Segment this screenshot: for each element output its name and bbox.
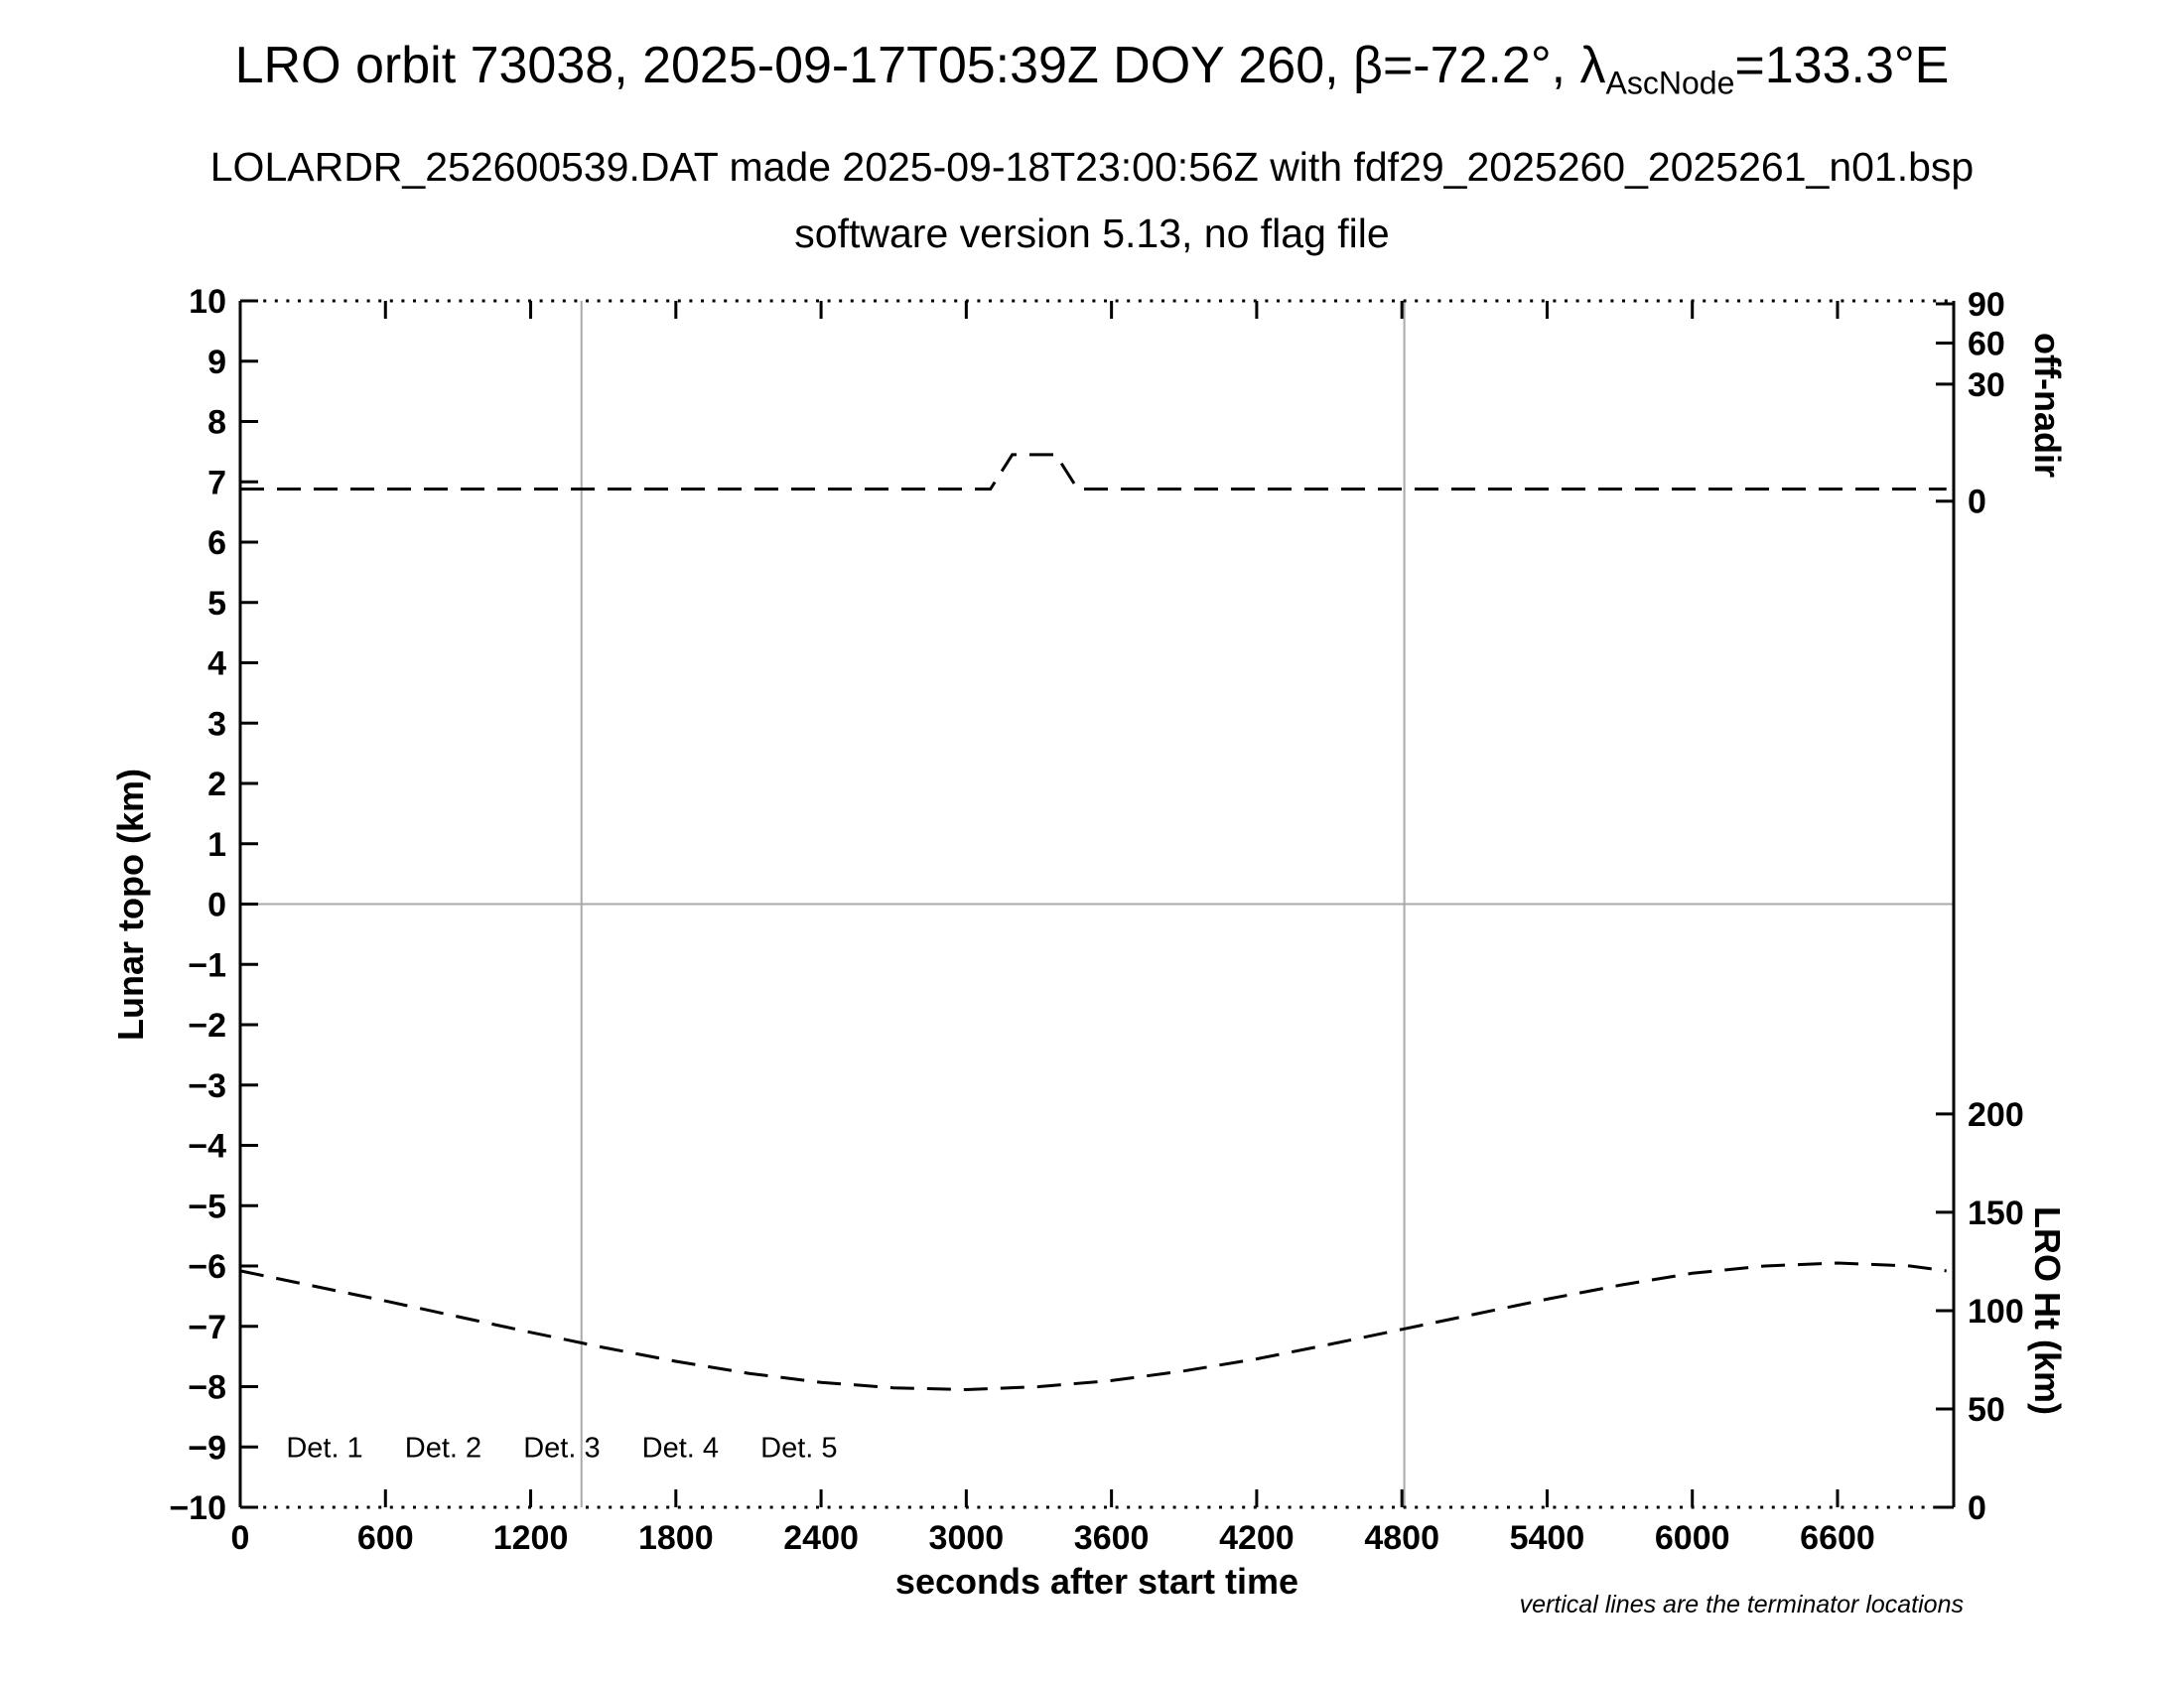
y-left-tick-label: −4 bbox=[188, 1128, 226, 1166]
legend-entry: Det. 1 bbox=[286, 1432, 362, 1464]
legend-entry: Det. 2 bbox=[405, 1432, 481, 1464]
title-subscript: AscNode bbox=[1605, 65, 1735, 101]
title-suffix: =133.3°E bbox=[1734, 37, 1950, 94]
legend-entry: Det. 3 bbox=[523, 1432, 600, 1464]
legend-entry: Det. 4 bbox=[642, 1432, 719, 1464]
series-curve-0 bbox=[240, 453, 1947, 491]
y-left-tick-label: −9 bbox=[188, 1429, 226, 1467]
x-tick-label: 2400 bbox=[783, 1519, 859, 1557]
y-right-tick-label: 0 bbox=[1968, 1489, 1986, 1527]
y-right-tick-label: 60 bbox=[1968, 326, 2005, 363]
y-left-tick-label: 8 bbox=[207, 404, 226, 442]
y-left-tick-label: 0 bbox=[207, 887, 226, 924]
y-axis-right-top-title: off-nadir bbox=[2027, 333, 2068, 478]
y-left-tick-label: 6 bbox=[207, 524, 226, 562]
y-left-tick-label: 7 bbox=[207, 464, 226, 501]
y-right-tick-label: 0 bbox=[1968, 484, 1986, 521]
y-left-tick-label: 3 bbox=[207, 705, 226, 743]
y-right-tick-label: 30 bbox=[1968, 366, 2005, 404]
y-left-tick-label: −3 bbox=[188, 1067, 226, 1105]
y-right-tick-label: 100 bbox=[1968, 1293, 2024, 1331]
subtitle-file-line: LOLARDR_252600539.DAT made 2025-09-18T23… bbox=[209, 144, 1975, 190]
x-tick-label: 6600 bbox=[1800, 1519, 1875, 1557]
y-left-tick-label: −5 bbox=[188, 1188, 226, 1225]
y-left-tick-label: 5 bbox=[207, 585, 226, 623]
x-tick-label: 0 bbox=[231, 1519, 250, 1557]
y-left-tick-label: 2 bbox=[207, 766, 226, 803]
y-left-tick-label: 4 bbox=[207, 645, 226, 683]
y-axis-right-bottom-title: LRO Ht (km) bbox=[2027, 1206, 2068, 1415]
x-axis-title: seconds after start time bbox=[894, 1561, 1299, 1602]
y-right-tick-label: 90 bbox=[1968, 286, 2005, 324]
x-tick-label: 1800 bbox=[638, 1519, 714, 1557]
x-tick-label: 5400 bbox=[1510, 1519, 1585, 1557]
y-axis-left-title: Lunar topo (km) bbox=[110, 769, 151, 1041]
y-right-tick-label: 200 bbox=[1968, 1096, 2024, 1134]
x-tick-label: 4800 bbox=[1364, 1519, 1439, 1557]
series-curve-1 bbox=[239, 1261, 1947, 1392]
y-left-tick-label: −6 bbox=[188, 1248, 226, 1286]
x-tick-label: 6000 bbox=[1655, 1519, 1730, 1557]
y-left-tick-label: −8 bbox=[188, 1369, 226, 1407]
x-tick-label: 4200 bbox=[1219, 1519, 1295, 1557]
legend-entry: Det. 5 bbox=[760, 1432, 837, 1464]
y-left-tick-label: 10 bbox=[189, 283, 226, 321]
x-tick-label: 1200 bbox=[493, 1519, 569, 1557]
subtitle-software-line: software version 5.13, no flag file bbox=[794, 211, 1390, 256]
page-title: LRO orbit 73038, 2025-09-17T05:39Z DOY 2… bbox=[0, 36, 2184, 101]
y-left-tick-label: −2 bbox=[188, 1007, 226, 1045]
y-left-tick-label: 1 bbox=[207, 826, 226, 864]
y-left-tick-label: −7 bbox=[188, 1309, 226, 1346]
x-tick-label: 3600 bbox=[1074, 1519, 1150, 1557]
x-tick-label: 600 bbox=[357, 1519, 414, 1557]
y-left-tick-label: 9 bbox=[207, 344, 226, 381]
y-left-tick-label: −10 bbox=[169, 1489, 226, 1527]
y-right-tick-label: 50 bbox=[1968, 1391, 2005, 1429]
title-text: LRO orbit 73038, 2025-09-17T05:39Z DOY 2… bbox=[234, 37, 1606, 94]
y-left-tick-label: −1 bbox=[188, 946, 226, 984]
x-tick-label: 3000 bbox=[929, 1519, 1005, 1557]
terminator-footnote: vertical lines are the terminator locati… bbox=[1519, 1591, 1964, 1618]
y-right-tick-label: 150 bbox=[1968, 1195, 2024, 1232]
